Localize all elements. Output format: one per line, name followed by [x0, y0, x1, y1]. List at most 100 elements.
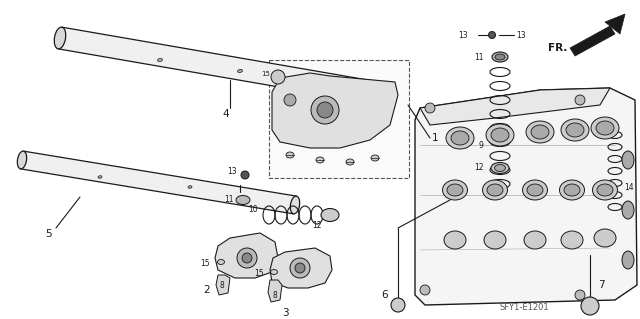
Circle shape — [575, 95, 585, 105]
Ellipse shape — [444, 231, 466, 249]
Circle shape — [242, 253, 252, 263]
Ellipse shape — [484, 231, 506, 249]
Polygon shape — [20, 151, 296, 214]
Text: 1: 1 — [432, 133, 438, 143]
Ellipse shape — [495, 54, 505, 60]
Ellipse shape — [321, 209, 339, 221]
Text: 3: 3 — [282, 308, 288, 318]
Ellipse shape — [286, 152, 294, 158]
Circle shape — [284, 94, 296, 106]
Ellipse shape — [291, 196, 300, 214]
Ellipse shape — [622, 251, 634, 269]
Circle shape — [488, 32, 495, 39]
Ellipse shape — [495, 165, 506, 172]
Circle shape — [295, 263, 305, 273]
Ellipse shape — [346, 159, 354, 165]
Ellipse shape — [566, 123, 584, 137]
Ellipse shape — [527, 184, 543, 196]
Text: SFY1-E1201: SFY1-E1201 — [500, 303, 550, 313]
Ellipse shape — [236, 196, 250, 204]
Text: 11: 11 — [474, 53, 484, 62]
Polygon shape — [272, 73, 398, 148]
Ellipse shape — [622, 151, 634, 169]
Text: FR.: FR. — [548, 43, 568, 53]
Text: 13: 13 — [458, 31, 468, 40]
Ellipse shape — [522, 180, 547, 200]
Ellipse shape — [54, 27, 66, 49]
Ellipse shape — [188, 186, 192, 188]
Ellipse shape — [486, 124, 514, 146]
Text: 8: 8 — [220, 280, 225, 290]
Circle shape — [581, 297, 599, 315]
Text: 7: 7 — [598, 280, 605, 290]
Ellipse shape — [218, 259, 225, 264]
Text: 4: 4 — [223, 109, 229, 119]
Polygon shape — [215, 233, 278, 278]
Text: 14: 14 — [624, 183, 634, 192]
Polygon shape — [605, 14, 625, 34]
Ellipse shape — [593, 180, 618, 200]
Polygon shape — [268, 280, 282, 302]
Circle shape — [237, 248, 257, 268]
Polygon shape — [270, 248, 332, 288]
Ellipse shape — [491, 162, 509, 174]
Ellipse shape — [526, 121, 554, 143]
Ellipse shape — [564, 184, 580, 196]
Text: 12: 12 — [312, 220, 322, 229]
Ellipse shape — [524, 231, 546, 249]
Ellipse shape — [447, 184, 463, 196]
Text: 11: 11 — [225, 196, 234, 204]
Ellipse shape — [561, 231, 583, 249]
Ellipse shape — [491, 128, 509, 142]
Ellipse shape — [531, 125, 549, 139]
Ellipse shape — [157, 58, 163, 62]
Text: 8: 8 — [273, 291, 277, 300]
Bar — [269, 60, 409, 178]
Text: 13: 13 — [227, 167, 237, 176]
Ellipse shape — [446, 127, 474, 149]
Polygon shape — [570, 26, 615, 56]
Text: 9: 9 — [478, 140, 483, 150]
Circle shape — [311, 96, 339, 124]
Text: 15: 15 — [254, 270, 264, 278]
Text: 2: 2 — [204, 285, 211, 295]
Circle shape — [575, 290, 585, 300]
Text: 12: 12 — [474, 164, 484, 173]
Ellipse shape — [483, 180, 508, 200]
Text: 15: 15 — [200, 259, 210, 269]
Ellipse shape — [487, 184, 503, 196]
Ellipse shape — [451, 131, 469, 145]
Text: 6: 6 — [381, 290, 388, 300]
Ellipse shape — [596, 121, 614, 135]
Text: 15: 15 — [261, 71, 270, 77]
Ellipse shape — [591, 117, 619, 139]
Ellipse shape — [442, 180, 467, 200]
Circle shape — [391, 298, 405, 312]
Polygon shape — [58, 27, 392, 106]
Polygon shape — [415, 88, 637, 305]
Polygon shape — [420, 88, 610, 125]
Ellipse shape — [237, 70, 243, 72]
Circle shape — [317, 102, 333, 118]
Circle shape — [271, 70, 285, 84]
Circle shape — [290, 258, 310, 278]
Ellipse shape — [371, 155, 379, 161]
Circle shape — [420, 285, 430, 295]
Ellipse shape — [597, 184, 613, 196]
Polygon shape — [216, 275, 230, 295]
Ellipse shape — [492, 52, 508, 62]
Circle shape — [425, 103, 435, 113]
Ellipse shape — [98, 176, 102, 178]
Circle shape — [241, 171, 249, 179]
Ellipse shape — [559, 180, 584, 200]
Text: 13: 13 — [516, 31, 525, 40]
Ellipse shape — [384, 84, 396, 106]
Text: 5: 5 — [45, 229, 51, 239]
Ellipse shape — [622, 201, 634, 219]
Ellipse shape — [594, 229, 616, 247]
Ellipse shape — [316, 157, 324, 163]
Ellipse shape — [561, 119, 589, 141]
Ellipse shape — [317, 80, 323, 84]
Ellipse shape — [17, 151, 27, 169]
Ellipse shape — [271, 270, 278, 275]
